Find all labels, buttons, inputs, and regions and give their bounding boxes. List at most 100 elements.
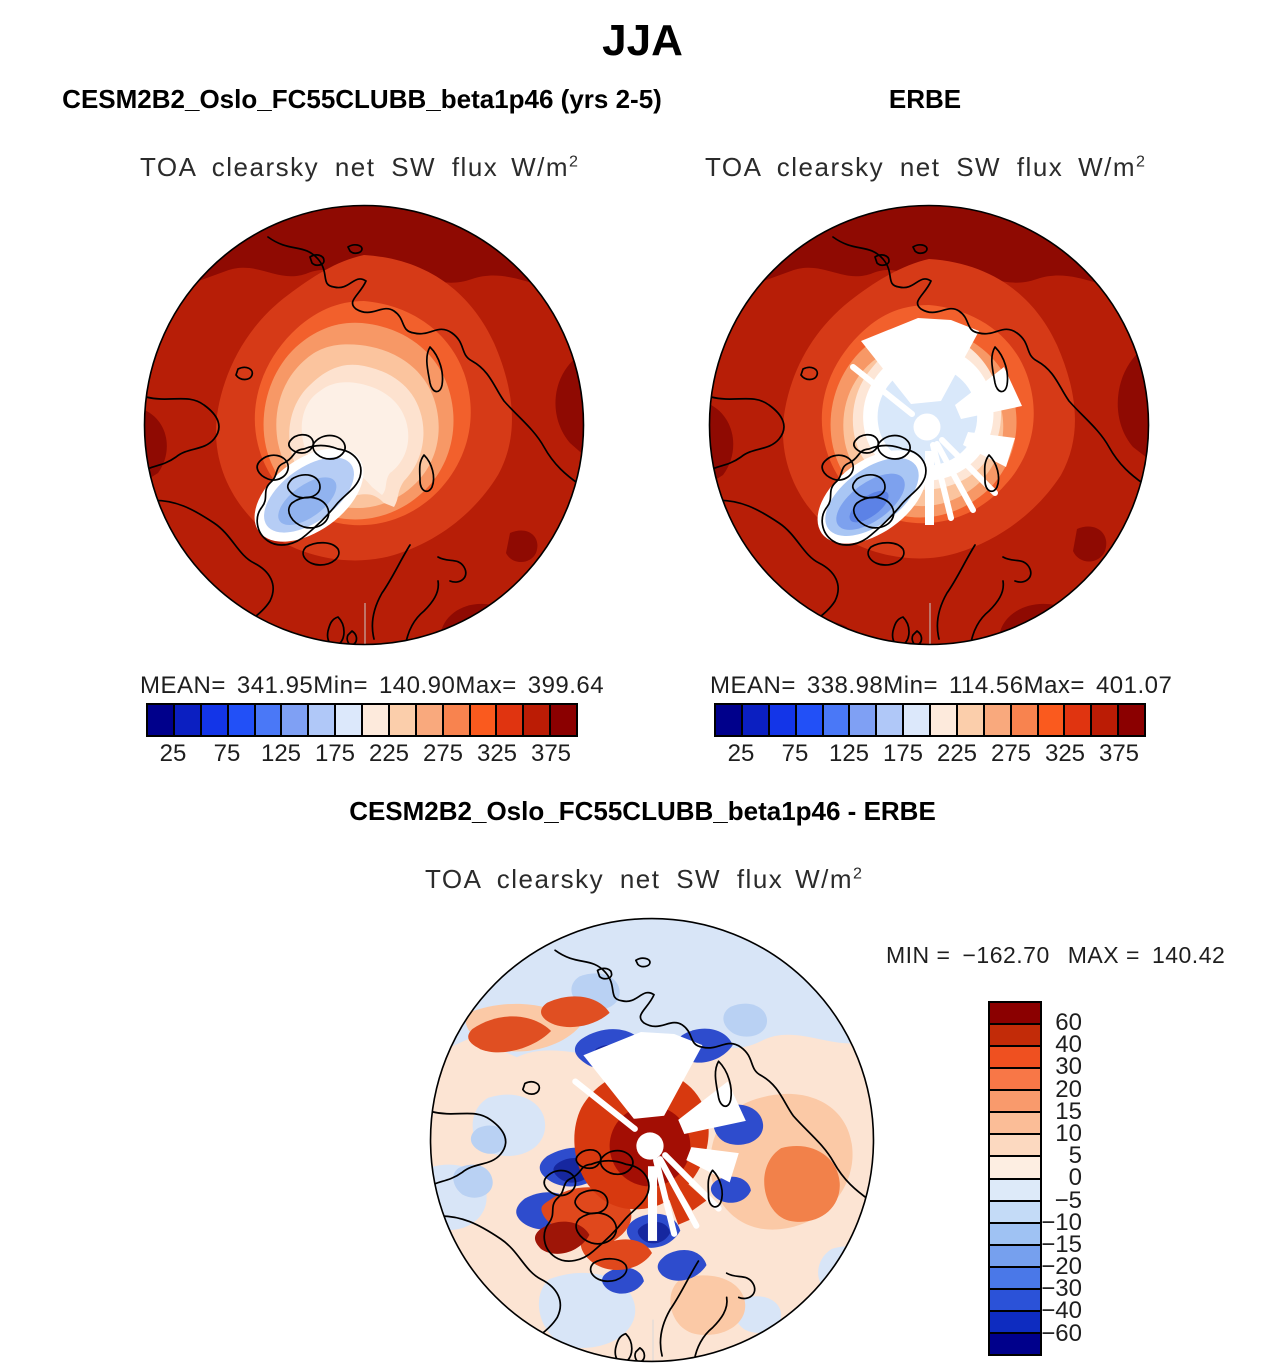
colorbar-cell <box>902 705 929 735</box>
diff-map <box>429 917 875 1363</box>
colorbar-label: 0 <box>1068 1164 1082 1192</box>
colorbar-cell <box>821 705 849 735</box>
obs-map <box>708 204 1150 646</box>
colorbar-label: 325 <box>476 740 518 767</box>
colorbar-label: 375 <box>1098 740 1140 767</box>
pole-gap <box>636 1132 664 1160</box>
colorbar-cell <box>767 705 795 735</box>
colorbar-label: 125 <box>828 740 870 767</box>
obs-colorbar <box>714 703 1146 737</box>
colorbar-label: 325 <box>1044 740 1086 767</box>
colorbar-cell <box>307 705 335 735</box>
model-field-row: TOA clearsky net SW flux W/m2 <box>140 152 578 183</box>
diff-panel-title: CESM2B2_Oslo_FC55CLUBB_beta1p46 - ERBE <box>349 796 936 826</box>
colorbar-cell <box>990 1133 1040 1156</box>
colorbar-cell <box>148 705 173 735</box>
colorbar-cell <box>387 705 415 735</box>
model-map <box>143 204 585 646</box>
colorbar-cell <box>280 705 308 735</box>
colorbar-cell <box>990 1309 1040 1332</box>
colorbar-label: 60 <box>1055 1009 1082 1036</box>
colorbar-cell <box>1009 705 1037 735</box>
colorbar-cell <box>794 705 822 735</box>
model-panel-title: CESM2B2_Oslo_FC55CLUBB_beta1p46 (yrs 2-5… <box>62 84 662 114</box>
diff-field-row: TOA clearsky net SW flux W/m2 <box>425 864 862 895</box>
colorbar-cell <box>990 1003 1040 1024</box>
colorbar-cell <box>990 1199 1040 1222</box>
colorbar-cell <box>495 705 523 735</box>
colorbar-label: 75 <box>213 740 241 767</box>
diff-colorbar-labels: 60 40 30 20 15 10 5 0 −5 −10 −15 −20 −30 −40 −60 <box>1034 1009 1082 1347</box>
colorbar-cell <box>990 1177 1040 1200</box>
colorbar-label: 175 <box>882 740 924 767</box>
colorbar-cell <box>990 1089 1040 1112</box>
colorbar-label: −5 <box>1054 1186 1082 1214</box>
colorbar-label: 75 <box>781 740 809 767</box>
colorbar-label: −60 <box>1041 1319 1082 1347</box>
colorbar-cell <box>1117 705 1144 735</box>
map-boundary <box>429 917 875 1363</box>
colorbar-label: 25 <box>727 740 755 767</box>
colorbar-cell <box>990 1243 1040 1266</box>
colorbar-cell <box>1063 705 1091 735</box>
obs-panel-title: ERBE <box>888 84 962 114</box>
colorbar-cell <box>990 1265 1040 1288</box>
colorbar-label: 25 <box>159 740 187 767</box>
colorbar-cell <box>990 1221 1040 1244</box>
colorbar-cell <box>740 705 768 735</box>
colorbar-label: 10 <box>1055 1119 1082 1147</box>
diff-red-streaks-nw <box>468 996 610 1053</box>
colorbar-cell <box>990 1045 1040 1068</box>
colorbar-cell <box>929 705 956 735</box>
obs-colorbar-ticks: 25 75 125 175 225 275 325 375 <box>714 740 1146 768</box>
model-colorbar-ticks: 25 75 125 175 225 275 325 375 <box>146 740 578 768</box>
colorbar-cell <box>955 705 983 735</box>
colorbar-label: −20 <box>1041 1253 1082 1281</box>
colorbar-label: 275 <box>422 740 464 767</box>
colorbar-cell <box>848 705 876 735</box>
colorbar-label: 20 <box>1055 1075 1082 1103</box>
obs-field-label: TOA clearsky net SW flux <box>705 152 1064 182</box>
colorbar-cell <box>361 705 388 735</box>
colorbar-cell <box>226 705 254 735</box>
colorbar-cell <box>1036 705 1064 735</box>
colorbar-cell <box>1090 705 1118 735</box>
colorbar-label: −30 <box>1041 1275 1082 1303</box>
colorbar-cell <box>253 705 281 735</box>
colorbar-cell <box>990 1067 1040 1090</box>
colorbar-cell <box>990 1023 1040 1046</box>
colorbar-cell <box>990 1331 1040 1354</box>
colorbar-cell <box>875 705 903 735</box>
colorbar-label: 40 <box>1055 1031 1082 1059</box>
colorbar-label: 15 <box>1055 1097 1082 1125</box>
colorbar-cell <box>199 705 227 735</box>
diff-colorbar <box>988 1001 1042 1356</box>
colorbar-label: 375 <box>530 740 572 767</box>
colorbar-cell <box>716 705 741 735</box>
obs-stats: MEAN= 338.98 Min= 114.56 Max= 401.07 <box>710 672 1173 699</box>
colorbar-label: −40 <box>1041 1297 1082 1325</box>
map-boundary <box>143 204 585 646</box>
colorbar-cell <box>990 1111 1040 1134</box>
colorbar-label: 275 <box>990 740 1032 767</box>
colorbar-cell <box>172 705 200 735</box>
obs-field-row: TOA clearsky net SW flux W/m2 <box>705 152 1145 183</box>
diff-range: MIN = −162.70 MAX = 140.42 <box>886 942 1226 968</box>
colorbar-cell <box>990 1155 1040 1178</box>
colorbar-label: 225 <box>936 740 978 767</box>
colorbar-label: 5 <box>1068 1142 1082 1170</box>
model-colorbar <box>146 703 578 737</box>
model-units: W/m2 <box>511 152 578 182</box>
map-boundary <box>708 204 1150 646</box>
colorbar-cell <box>549 705 576 735</box>
pole-gap <box>913 413 941 441</box>
obs-units: W/m2 <box>1078 152 1145 182</box>
colorbar-cell <box>990 1287 1040 1310</box>
colorbar-cell <box>982 705 1010 735</box>
colorbar-label: 30 <box>1055 1053 1082 1081</box>
figure-title: JJA <box>602 16 683 65</box>
model-greenland-blob <box>254 448 364 542</box>
colorbar-label: 175 <box>314 740 356 767</box>
diff-units: W/m2 <box>795 864 862 894</box>
colorbar-label: 225 <box>368 740 410 767</box>
